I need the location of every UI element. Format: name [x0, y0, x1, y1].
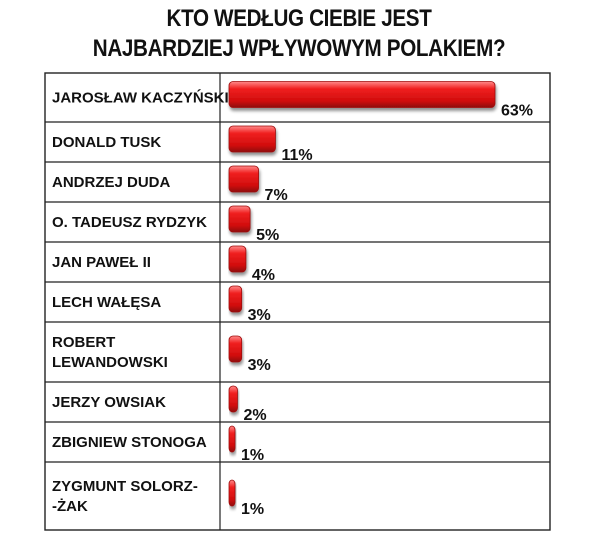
category-label-zygmunt-solorz-zak: ZYGMUNT SOLORZ--ŻAK: [52, 478, 198, 515]
bars: [228, 81, 496, 507]
bar-o-tadeusz-rydzyk: [228, 205, 251, 233]
bar-jerzy-owsiak: [228, 385, 238, 413]
category-label-andrzej-duda: ANDRZEJ DUDA: [52, 174, 171, 191]
value-label-robert-lewandowski: 3%: [248, 357, 271, 374]
chart-title: KTO WEDŁUG CIEBIE JEST NAJBARDZIEJ WPŁYW…: [42, 4, 556, 64]
value-label-zbigniew-stonoga: 1%: [241, 447, 264, 464]
bar-zbigniew-stonoga: [228, 425, 236, 453]
bar-jaroslaw-kaczynski: [228, 81, 496, 108]
category-label-donald-tusk: DONALD TUSK: [52, 134, 161, 151]
value-label-donald-tusk: 11%: [281, 147, 312, 164]
chart-title-line-2: NAJBARDZIEJ WPŁYWOWYM POLAKIEM?: [92, 35, 506, 62]
category-label-jerzy-owsiak: JERZY OWSIAK: [52, 394, 166, 411]
bar-andrzej-duda: [228, 165, 259, 193]
category-label-jaroslaw-kaczynski: JAROSŁAW KACZYŃSKI: [52, 90, 229, 107]
value-label-jaroslaw-kaczynski: 63%: [501, 103, 533, 120]
value-label-o-tadeusz-rydzyk: 5%: [256, 227, 279, 244]
value-labels: 63% 11% 7% 5% 4% 3% 3% 2% 1% 1%: [241, 103, 533, 519]
chart-title-line-1: KTO WEDŁUG CIEBIE JEST: [166, 5, 432, 32]
category-label-robert-lewandowski: ROBERT LEWANDOWSKI: [52, 334, 168, 371]
bar-zygmunt-solorz-zak: [228, 479, 236, 507]
value-label-lech-walesa: 3%: [248, 307, 271, 324]
value-label-zygmunt-solorz-zak: 1%: [241, 501, 264, 518]
category-label-jan-pawel-ii: JAN PAWEŁ II: [52, 254, 151, 271]
value-label-jan-pawel-ii: 4%: [252, 267, 275, 284]
bar-lech-walesa: [228, 285, 243, 313]
table-frame: [44, 72, 551, 531]
bar-robert-lewandowski: [228, 335, 243, 363]
bar-jan-pawel-ii: [228, 245, 247, 273]
value-label-andrzej-duda: 7%: [265, 187, 288, 204]
category-label-zbigniew-stonoga: ZBIGNIEW STONOGA: [52, 434, 207, 451]
category-label-lech-walesa: LECH WAŁĘSA: [52, 294, 161, 311]
category-labels: JAROSŁAW KACZYŃSKI DONALD TUSK ANDRZEJ DUD…: [52, 90, 229, 516]
table-grid: [44, 72, 551, 531]
category-label-o-tadeusz-rydzyk: O. TADEUSZ RYDZYK: [52, 214, 207, 231]
value-label-jerzy-owsiak: 2%: [243, 407, 266, 424]
bar-donald-tusk: [228, 125, 276, 153]
